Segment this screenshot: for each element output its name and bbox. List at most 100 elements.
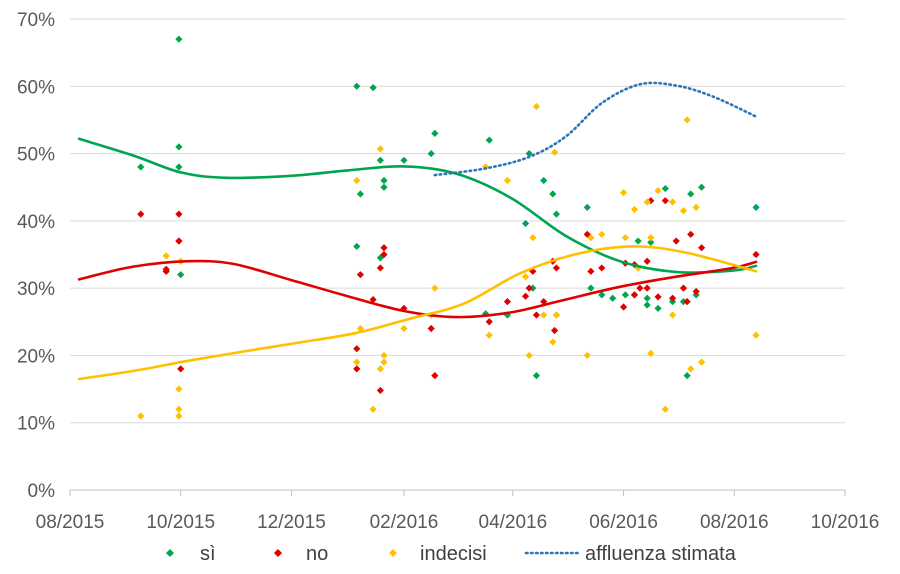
data-point (668, 198, 677, 206)
data-point (532, 372, 541, 380)
data-point (621, 291, 629, 299)
x-axis: 08/2015 10/2015 12/2015 02/2016 04/2016 06/20… (36, 489, 879, 533)
data-point (376, 386, 384, 395)
data-point (353, 176, 361, 185)
data-point (634, 264, 642, 272)
data-point (177, 271, 185, 279)
data-point (752, 203, 760, 211)
data-point (679, 207, 688, 215)
data-point (647, 197, 655, 205)
data-point (683, 298, 691, 306)
y-tick-label: 50% (17, 145, 55, 166)
data-point (400, 324, 408, 333)
data-point (175, 405, 183, 413)
legend-marker (166, 549, 174, 557)
plot-area (77, 35, 760, 420)
data-point (431, 129, 439, 137)
data-point (552, 311, 561, 319)
data-point (485, 318, 493, 326)
x-tick-label: 12/2015 (257, 512, 326, 533)
legend-marker (274, 549, 282, 557)
data-point (529, 284, 537, 292)
data-point (353, 358, 361, 366)
legend: sì no indecisi affluenza stimata (166, 543, 737, 565)
data-point (177, 365, 185, 373)
data-point (661, 405, 669, 413)
data-point (654, 293, 662, 301)
data-point (521, 273, 530, 281)
legend-label: affluenza stimata (585, 543, 737, 565)
data-point (583, 351, 591, 360)
legend-label: indecisi (420, 543, 487, 565)
data-point (376, 156, 384, 164)
data-point (549, 338, 557, 346)
data-point (587, 234, 595, 242)
data-point (175, 35, 183, 43)
y-axis-tick-labels: 0% 10% 20% 30% 40% 50% 60% 70% (17, 10, 55, 502)
data-point (634, 237, 642, 245)
data-point (643, 198, 651, 206)
data-point (647, 349, 655, 358)
data-point (175, 210, 183, 218)
data-point (162, 265, 170, 273)
data-point (661, 184, 669, 193)
data-point (521, 219, 530, 228)
data-point (643, 257, 651, 265)
x-tick-label: 02/2016 (370, 512, 439, 533)
data-point (376, 145, 384, 153)
turnout-line (433, 81, 758, 177)
data-point (353, 82, 361, 90)
data-point (485, 331, 493, 339)
data-point (598, 230, 606, 238)
data-point (551, 148, 559, 156)
data-point (376, 365, 384, 373)
data-point (687, 365, 695, 373)
data-point (654, 304, 662, 312)
data-point (687, 230, 695, 238)
data-point (752, 331, 760, 339)
trend-line (77, 137, 758, 274)
legend-label: sì (200, 543, 216, 565)
series-1-points (137, 197, 760, 395)
data-point (137, 163, 145, 171)
data-point (431, 284, 439, 292)
data-point (380, 176, 388, 185)
data-point (137, 210, 145, 218)
data-point (672, 237, 680, 245)
data-point (532, 102, 541, 111)
y-tick-label: 70% (17, 10, 55, 31)
data-point (668, 294, 677, 302)
data-point (643, 284, 651, 292)
data-point (175, 385, 183, 393)
data-point (356, 271, 364, 279)
data-point (698, 358, 706, 366)
data-point (549, 190, 557, 198)
data-point (619, 188, 628, 197)
data-point (400, 156, 408, 164)
data-point (525, 149, 533, 158)
data-point (380, 244, 388, 252)
series-0-points (137, 35, 760, 380)
data-point (636, 284, 644, 292)
data-point (683, 116, 691, 124)
data-point (630, 205, 639, 214)
trend-line (77, 245, 758, 381)
data-point (587, 284, 595, 292)
data-point (668, 311, 677, 319)
data-point (380, 351, 388, 360)
data-point (356, 190, 364, 198)
data-point (598, 264, 606, 272)
data-point (552, 210, 561, 218)
data-point (353, 345, 361, 353)
data-point (137, 412, 145, 420)
x-tick-label: 08/2016 (700, 512, 769, 533)
data-point (175, 163, 183, 171)
data-point (380, 250, 388, 259)
data-point (583, 203, 591, 211)
data-point (683, 372, 691, 380)
data-point (380, 183, 388, 191)
data-point (376, 254, 384, 262)
data-point (598, 291, 606, 299)
y-tick-label: 0% (28, 481, 56, 502)
